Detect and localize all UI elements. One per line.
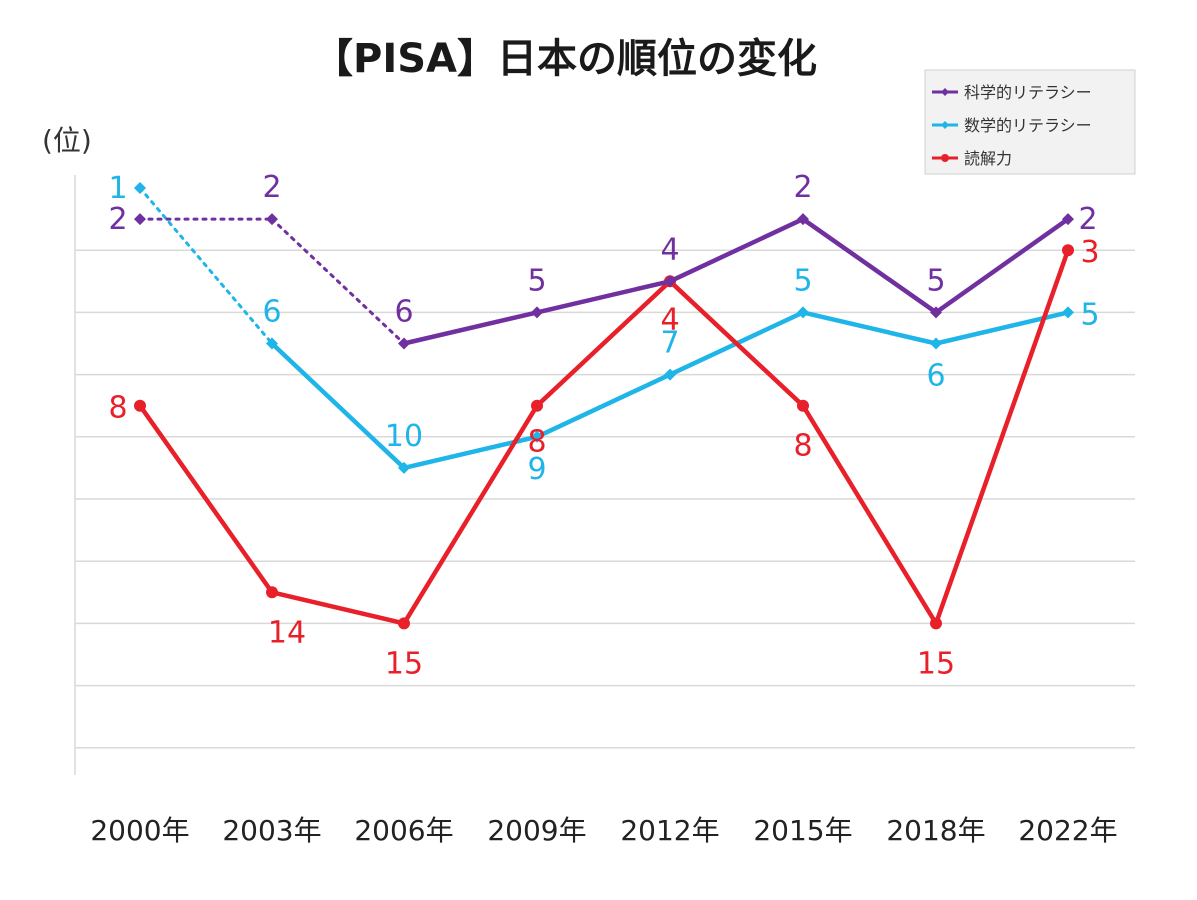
series-2: 8 14 15 8 4 8 15 3 [108, 235, 1099, 681]
data-point [1062, 306, 1074, 319]
series-segment [270, 217, 406, 345]
data-label: 15 [385, 646, 423, 681]
legend-label: 科学的リテラシー [964, 83, 1092, 102]
series-segment [534, 372, 673, 440]
data-point [398, 617, 410, 630]
x-tick-label: 2018年 [886, 814, 985, 847]
data-point [398, 461, 410, 474]
data-label: 9 [527, 452, 546, 487]
data-point [797, 213, 809, 226]
x-tick-label: 2006年 [354, 814, 453, 847]
data-point [1062, 213, 1074, 226]
data-label: 1 [108, 171, 127, 206]
data-label: 8 [108, 391, 127, 426]
series-segment [269, 341, 407, 471]
legend-item: 読解力 [932, 149, 1012, 168]
data-label: 5 [527, 263, 546, 298]
data-label: 3 [1080, 235, 1099, 270]
legend-label: 数学的リテラシー [964, 116, 1092, 135]
legend-marker [941, 121, 949, 129]
x-tick-labels: 2000年 2003年 2006年 2009年 2012年 2015年 2018年 2022年 [90, 814, 1117, 847]
data-label: 14 [268, 615, 306, 650]
data-point [531, 306, 543, 319]
data-label: 5 [1080, 297, 1099, 332]
data-label: 2 [262, 170, 281, 205]
series-segment [269, 590, 407, 626]
series-segment [137, 403, 275, 595]
x-tick-label: 2022年 [1018, 814, 1117, 847]
data-label: 2 [793, 170, 812, 205]
data-label: 7 [660, 326, 679, 361]
data-point [531, 399, 543, 412]
data-point [664, 368, 676, 381]
series-segment [534, 279, 673, 408]
data-label: 2 [108, 202, 127, 237]
data-point [266, 213, 278, 226]
x-tick-label: 2015年 [753, 814, 852, 847]
series-segment [401, 403, 540, 626]
series-segment [800, 403, 939, 626]
chart-title: 【PISA】日本の順位の変化 [313, 36, 817, 82]
data-point [664, 275, 676, 288]
legend-marker [941, 88, 949, 96]
legend-item: 数学的リテラシー [932, 116, 1092, 135]
data-label: 5 [926, 263, 945, 298]
data-label: 6 [926, 359, 945, 394]
data-label: 8 [527, 425, 546, 460]
x-tick-label: 2009年 [487, 814, 586, 847]
series-segment [401, 310, 540, 346]
data-point [134, 182, 146, 194]
data-point [134, 399, 146, 412]
data-label: 8 [793, 429, 812, 464]
data-point [134, 213, 146, 226]
data-point [398, 337, 410, 350]
data-label: 15 [917, 646, 955, 681]
series-segment [138, 186, 274, 345]
data-point [266, 586, 278, 599]
series-segment [933, 216, 1071, 315]
data-label: 6 [394, 295, 413, 330]
x-tick-label: 2012年 [620, 814, 719, 847]
data-point [797, 399, 809, 412]
data-point [266, 337, 278, 350]
legend-box [924, 69, 1136, 175]
y-axis-unit-label: (位) [42, 124, 92, 157]
series-segment [534, 279, 673, 315]
x-tick-label: 2003年 [222, 814, 321, 847]
legend-item: 科学的リテラシー [932, 83, 1092, 102]
gridlines [75, 249, 1135, 749]
data-label: 2 [1078, 202, 1097, 237]
data-label: 10 [385, 419, 423, 454]
data-point [1062, 244, 1074, 257]
data-point [930, 617, 942, 630]
data-label: 5 [793, 263, 812, 298]
data-point [930, 306, 942, 319]
series-segment [800, 310, 939, 346]
series-0: 2 2 6 5 4 2 5 2 [108, 170, 1098, 350]
data-label: 4 [660, 302, 679, 337]
legend-marker [941, 154, 949, 162]
series-segment [667, 216, 806, 284]
legend-label: 読解力 [964, 149, 1012, 168]
data-point [531, 430, 543, 443]
data-label: 4 [660, 232, 679, 267]
data-point [930, 337, 942, 350]
data-label: 6 [262, 295, 281, 330]
data-point [797, 306, 809, 319]
series-segment [933, 310, 1071, 346]
series-segment [800, 216, 939, 315]
series-segment [933, 247, 1071, 626]
series-segment [667, 279, 806, 408]
x-tick-label: 2000年 [90, 814, 189, 847]
